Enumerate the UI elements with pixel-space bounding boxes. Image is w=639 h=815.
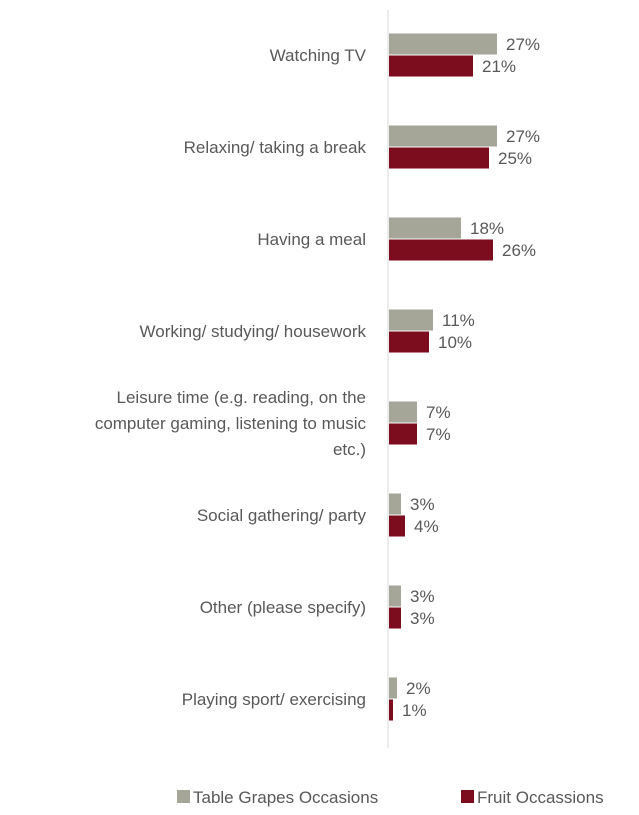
category-label-line: Leisure time (e.g. reading, on the [117,388,366,407]
bar-fruit [389,239,493,261]
value-label: 27% [506,35,540,54]
bar-fruit [389,607,401,629]
category-label-line: Relaxing/ taking a break [184,138,367,157]
bar-table-grapes [389,401,417,423]
value-label: 10% [438,333,472,352]
category-label-line: Social gathering/ party [197,506,367,525]
bar-fruit [389,699,393,721]
value-label: 7% [426,403,451,422]
category-label: Working/ studying/ housework [140,322,367,341]
legend: Table Grapes Occasions Fruit Occassions [177,788,604,807]
category-label: Other (please specify) [200,598,366,617]
category-label-line: Watching TV [270,46,367,65]
value-label: 3% [410,609,435,628]
bar-fruit [389,55,473,77]
labels-group: Watching TV 27% 21% Relaxing/ taking a brea… [95,35,540,720]
bar-table-grapes [389,33,497,55]
category-label: Leisure time (e.g. reading, on the comput… [95,388,367,459]
bars-group [389,33,497,721]
legend-swatch-fruit [461,790,474,803]
category-label-line: Having a meal [257,230,366,249]
bar-fruit [389,423,417,445]
bar-table-grapes [389,677,397,699]
category-label-line: Other (please specify) [200,598,366,617]
bar-table-grapes [389,217,461,239]
category-label: Having a meal [257,230,366,249]
bar-table-grapes [389,125,497,147]
value-label: 11% [442,311,475,330]
category-label-line: etc.) [333,440,366,459]
legend-label-fruit: Fruit Occassions [477,788,604,807]
legend-swatch-table-grapes [177,790,190,803]
bar-fruit [389,515,405,537]
category-label-line: Playing sport/ exercising [182,690,366,709]
bar-fruit [389,331,429,353]
value-label: 7% [426,425,451,444]
category-label: Watching TV [270,46,367,65]
value-label: 2% [406,679,431,698]
bar-table-grapes [389,493,401,515]
value-label: 3% [410,587,435,606]
category-label: Relaxing/ taking a break [184,138,367,157]
value-label: 27% [506,127,540,146]
category-label-line: computer gaming, listening to music [95,414,367,433]
bar-table-grapes [389,585,401,607]
value-label: 4% [414,517,439,536]
value-label: 26% [502,241,536,260]
value-label: 3% [410,495,435,514]
legend-label-table-grapes: Table Grapes Occasions [193,788,378,807]
category-label: Playing sport/ exercising [182,690,366,709]
bar-table-grapes [389,309,433,331]
value-label: 18% [470,219,504,238]
value-label: 1% [402,701,427,720]
category-label: Social gathering/ party [197,506,367,525]
bar-fruit [389,147,489,169]
value-label: 21% [482,57,516,76]
value-label: 25% [498,149,532,168]
category-label-line: Working/ studying/ housework [140,322,367,341]
